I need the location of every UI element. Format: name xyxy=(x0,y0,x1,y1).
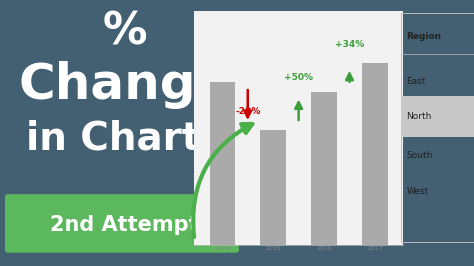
Bar xyxy=(210,82,235,245)
Text: West: West xyxy=(406,187,428,196)
Text: Change: Change xyxy=(18,61,230,109)
Text: +34%: +34% xyxy=(335,40,364,49)
Text: %: % xyxy=(102,10,146,53)
Text: North: North xyxy=(406,112,432,121)
Bar xyxy=(362,63,388,245)
Text: Region: Region xyxy=(406,32,442,41)
Text: -29%: -29% xyxy=(235,107,260,116)
FancyBboxPatch shape xyxy=(5,194,239,253)
Text: South: South xyxy=(406,151,433,160)
Text: East: East xyxy=(406,77,426,86)
Text: in Charts: in Charts xyxy=(26,119,223,157)
Text: +50%: +50% xyxy=(284,73,313,82)
Text: 2nd Attempt: 2nd Attempt xyxy=(50,215,199,235)
Bar xyxy=(311,92,337,245)
Bar xyxy=(261,130,286,245)
FancyBboxPatch shape xyxy=(401,96,474,137)
